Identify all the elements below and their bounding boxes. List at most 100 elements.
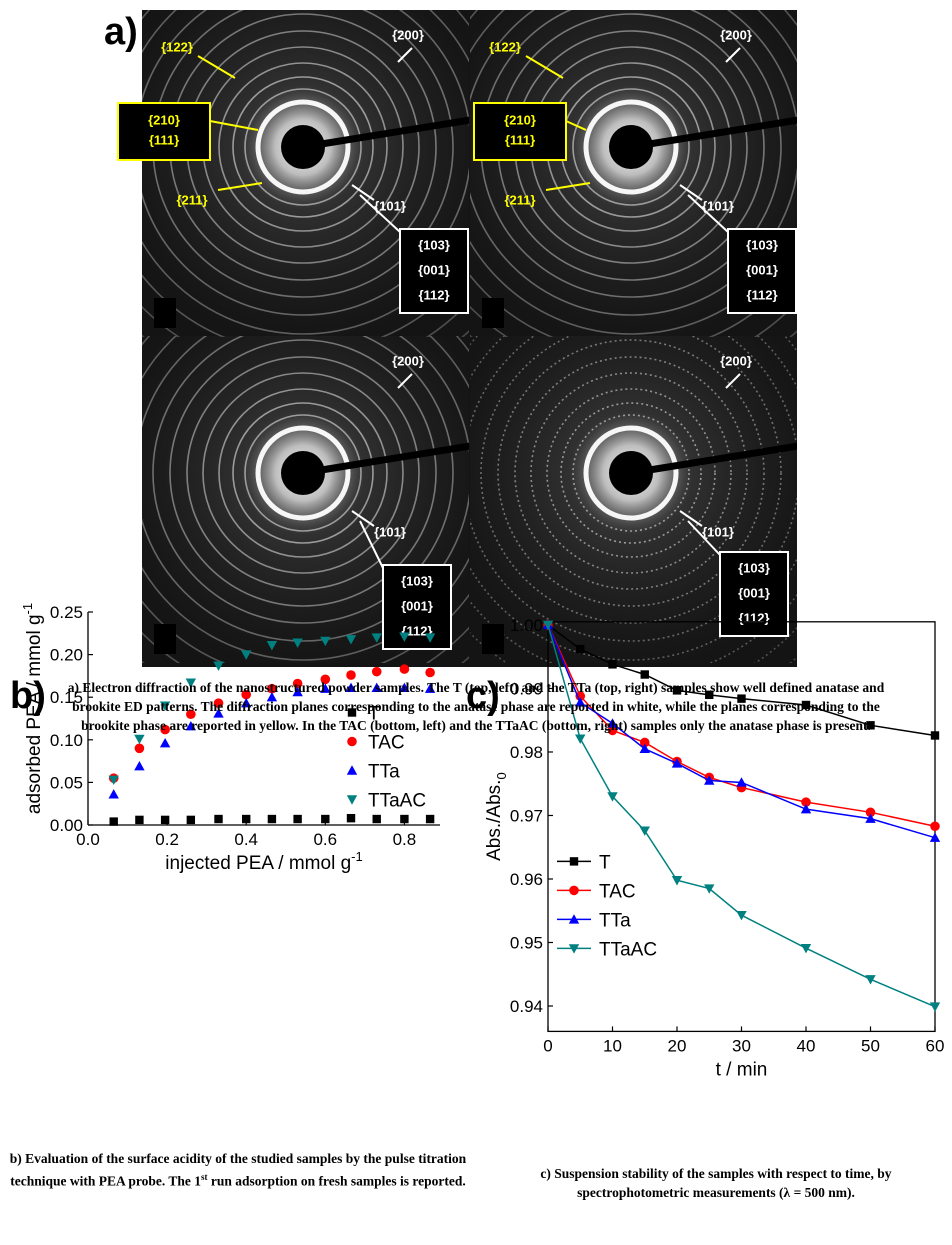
diffraction-ring xyxy=(232,402,374,544)
panel-label: b) xyxy=(10,675,46,717)
x-tick-label: 0.8 xyxy=(393,830,417,849)
bright-ring xyxy=(583,99,679,195)
y-tick-label: 0.99 xyxy=(510,679,543,698)
x-tick-label: 0.0 xyxy=(76,830,100,849)
marker xyxy=(293,814,302,824)
y-tick-label: 0.96 xyxy=(510,870,543,889)
caption-b: b) Evaluation of the surface acidity of … xyxy=(8,1149,468,1191)
dark-square xyxy=(482,624,504,654)
y-axis-title-text: adsorbed PEA / mmol g xyxy=(24,614,45,814)
plane-label: {200} xyxy=(392,353,424,368)
marker xyxy=(347,736,357,747)
plane-label: {210} xyxy=(504,112,536,127)
pointer-line xyxy=(351,510,375,527)
plane-label: {211} xyxy=(504,192,535,207)
diffraction-ring xyxy=(470,10,797,316)
marker xyxy=(266,692,278,702)
marker xyxy=(346,765,358,775)
plane-box xyxy=(382,564,452,650)
diffraction-ring xyxy=(218,62,388,232)
beam-stop xyxy=(302,116,469,151)
marker xyxy=(213,661,224,671)
series-line xyxy=(547,624,936,1008)
diffraction-ring xyxy=(142,10,469,335)
marker xyxy=(736,777,747,787)
marker xyxy=(320,683,331,693)
plane-label: {101} xyxy=(374,524,406,539)
marker xyxy=(639,737,650,748)
marker xyxy=(608,660,617,669)
marker xyxy=(424,633,436,643)
marker xyxy=(346,670,356,680)
x-axis-title-superscript: -1 xyxy=(351,849,363,864)
bright-ring xyxy=(255,99,351,195)
pointer-line xyxy=(351,184,375,201)
x-tick-label: 50 xyxy=(861,1036,880,1055)
pointer-line xyxy=(525,55,564,79)
plane-label: {122} xyxy=(489,39,521,54)
plane-label: {103} xyxy=(738,560,770,575)
plane-label: {210} xyxy=(148,112,180,127)
marker xyxy=(320,636,331,647)
x-tick-label: 10 xyxy=(603,1036,622,1055)
plane-label: {111} xyxy=(149,132,179,147)
marker xyxy=(292,686,303,697)
plane-label: {103} xyxy=(418,237,450,252)
plane-box xyxy=(727,228,797,314)
marker xyxy=(607,718,618,728)
plane-label: {001} xyxy=(746,262,778,277)
legend-label: TTa xyxy=(368,762,400,783)
pointer-line xyxy=(725,47,741,63)
bright-ring xyxy=(583,425,679,521)
beam-stop xyxy=(630,116,797,151)
x-tick-label: 30 xyxy=(732,1036,751,1055)
pointer-line xyxy=(397,373,413,389)
caption-c: c) Suspension stability of the samples w… xyxy=(540,1166,892,1200)
marker xyxy=(160,815,170,825)
x-axis-title-text: t / min xyxy=(716,1059,768,1080)
y-tick-label: 0.20 xyxy=(50,646,83,665)
y-tick-label: 0.05 xyxy=(50,773,83,792)
marker xyxy=(214,814,223,824)
plane-label: {101} xyxy=(702,524,734,539)
plane-box xyxy=(399,228,469,314)
plane-label: {200} xyxy=(392,27,424,42)
marker xyxy=(241,689,252,700)
pointer-line xyxy=(725,373,741,389)
marker xyxy=(213,698,224,708)
marker xyxy=(241,650,252,660)
legend-label: TTa xyxy=(599,910,631,931)
legend-label: TTaAC xyxy=(599,939,657,960)
plane-label: {101} xyxy=(702,198,734,213)
marker xyxy=(737,694,746,703)
marker xyxy=(865,813,876,823)
x-tick-label: 0 xyxy=(543,1036,552,1055)
marker xyxy=(159,738,171,748)
y-tick-label: 0.98 xyxy=(510,743,543,762)
marker xyxy=(568,914,580,924)
y-tick-label: 0.00 xyxy=(50,816,83,835)
marker xyxy=(345,635,357,645)
marker xyxy=(930,731,940,740)
marker xyxy=(134,734,145,745)
marker xyxy=(159,701,171,711)
marker xyxy=(134,743,145,754)
marker xyxy=(929,832,941,842)
marker xyxy=(135,815,144,825)
x-tick-label: 40 xyxy=(797,1036,816,1055)
diffraction-ring xyxy=(232,76,374,218)
marker xyxy=(266,641,278,651)
diffraction-pattern xyxy=(470,336,797,663)
y-axis-title-subscript: 0 xyxy=(494,772,509,779)
marker xyxy=(399,632,410,642)
diffraction-ring xyxy=(546,388,716,558)
pointer-line xyxy=(209,120,259,131)
plane-box xyxy=(117,102,211,161)
marker xyxy=(424,683,436,693)
diffraction-ring xyxy=(169,339,437,607)
y-axis-title-text: Abs./Abs. xyxy=(484,780,505,861)
pointer-line xyxy=(359,520,384,569)
y-axis-title: Abs./Abs.0 xyxy=(484,772,509,861)
marker xyxy=(109,817,118,826)
